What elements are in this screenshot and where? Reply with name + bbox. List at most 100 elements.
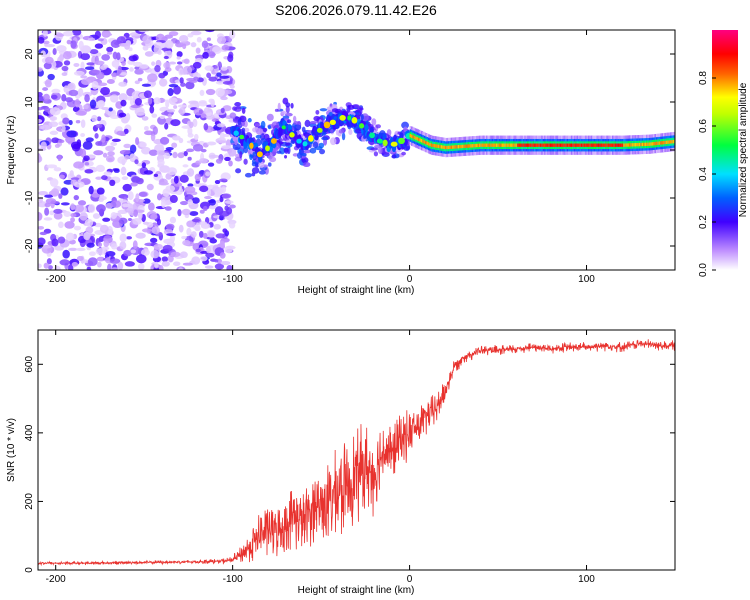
heatmap-cell <box>222 80 233 85</box>
heatmap-cell <box>293 121 300 125</box>
heatmap-cell <box>58 221 64 229</box>
heatmap-cell <box>531 143 534 147</box>
heatmap-cell <box>124 261 135 267</box>
heatmap-cell <box>409 133 412 138</box>
heatmap-cell <box>137 263 145 270</box>
heatmap-cell <box>101 106 110 111</box>
heatmap-cell <box>215 87 225 97</box>
heatmap-cell <box>110 211 117 219</box>
heatmap-cell <box>369 132 375 139</box>
heatmap-cell <box>654 141 657 146</box>
heatmap-cell <box>80 133 86 138</box>
heatmap-cell <box>157 158 165 167</box>
heatmap-cell <box>167 167 178 176</box>
heatmap-cell <box>150 213 158 220</box>
heatmap-cell <box>347 115 352 121</box>
heatmap-cell <box>81 78 91 86</box>
heatmap-cell <box>173 261 181 267</box>
heatmap-cell <box>412 135 415 139</box>
heatmap-cell <box>471 144 475 148</box>
heatmap-cell <box>142 45 149 51</box>
heatmap-cell <box>470 144 473 148</box>
heatmap-cell <box>149 81 156 86</box>
heatmap-cell <box>88 185 94 195</box>
heatmap-cell <box>127 191 134 201</box>
heatmap-cell <box>634 143 637 147</box>
heatmap-cell <box>486 143 489 147</box>
heatmap-cell <box>44 56 54 64</box>
heatmap-cell <box>338 129 344 134</box>
heatmap-cell <box>86 242 95 248</box>
snr-xlabel: Height of straight line (km) <box>298 585 415 596</box>
heatmap-cell <box>190 231 197 238</box>
heatmap-cell <box>503 143 506 147</box>
heatmap-cell <box>116 130 125 136</box>
heatmap-cell <box>161 261 170 267</box>
heatmap-cell <box>525 143 528 147</box>
heatmap-cell <box>181 235 187 240</box>
heatmap-cell <box>133 209 139 218</box>
heatmap-cell <box>507 143 510 147</box>
heatmap-cell <box>436 144 439 148</box>
heatmap-cell <box>70 217 76 223</box>
heatmap-cell <box>102 152 108 158</box>
heatmap-cell <box>222 228 228 233</box>
heatmap-cell <box>267 125 272 130</box>
heatmap-cell <box>188 121 194 129</box>
heatmap-cell <box>546 143 550 147</box>
heatmap-cell <box>249 142 254 149</box>
heatmap-cell <box>679 132 681 151</box>
heatmap-cell <box>218 210 230 217</box>
heatmap-cell <box>134 66 140 70</box>
heatmap-cell <box>219 75 230 79</box>
heatmap-cell <box>369 127 374 134</box>
x-tick-label: 0 <box>407 574 413 585</box>
heatmap-cell <box>109 258 121 264</box>
heatmap-cell <box>614 143 618 147</box>
heatmap-cell <box>150 237 158 243</box>
heatmap-cell <box>668 140 671 144</box>
heatmap-cell <box>597 143 601 147</box>
heatmap-cell <box>232 106 238 111</box>
heatmap-cell <box>110 114 120 119</box>
heatmap-cell <box>120 99 127 107</box>
heatmap-cell <box>556 143 560 147</box>
heatmap-cell <box>44 194 54 198</box>
heatmap-cell <box>142 221 150 225</box>
heatmap-cell <box>84 218 94 227</box>
heatmap-cell <box>309 147 317 154</box>
heatmap-cell <box>281 110 287 115</box>
x-tick-label: -100 <box>223 274 243 285</box>
heatmap-cell <box>106 46 114 53</box>
heatmap-cell <box>50 188 60 197</box>
heatmap-cell <box>281 125 286 130</box>
heatmap-cell <box>77 200 87 206</box>
heatmap-cell <box>125 112 131 122</box>
heatmap-cell <box>590 143 593 147</box>
heatmap-cell <box>61 94 67 102</box>
heatmap-cell <box>65 97 74 103</box>
heatmap-cell <box>38 36 45 44</box>
heatmap-cell <box>220 260 231 266</box>
heatmap-cell <box>135 137 140 146</box>
heatmap-cell <box>95 176 103 180</box>
heatmap-cell <box>182 43 187 50</box>
heatmap-cell <box>586 143 589 147</box>
heatmap-cell <box>488 143 492 147</box>
heatmap-cell <box>166 233 176 237</box>
heatmap-cell <box>640 142 643 147</box>
heatmap-cell <box>137 112 146 116</box>
heatmap-cell <box>373 151 379 157</box>
heatmap-cell <box>141 228 152 233</box>
heatmap-cell <box>209 154 220 159</box>
heatmap-cell <box>199 185 209 193</box>
heatmap-cell <box>623 143 626 147</box>
heatmap-cell <box>490 143 493 147</box>
heatmap-cell <box>645 142 649 147</box>
heatmap-cell <box>676 132 678 151</box>
heatmap-cell <box>228 147 237 157</box>
heatmap-cell <box>321 136 329 141</box>
heatmap-cell <box>505 143 509 147</box>
heatmap-cell <box>85 137 94 143</box>
heatmap-cell <box>94 60 105 66</box>
